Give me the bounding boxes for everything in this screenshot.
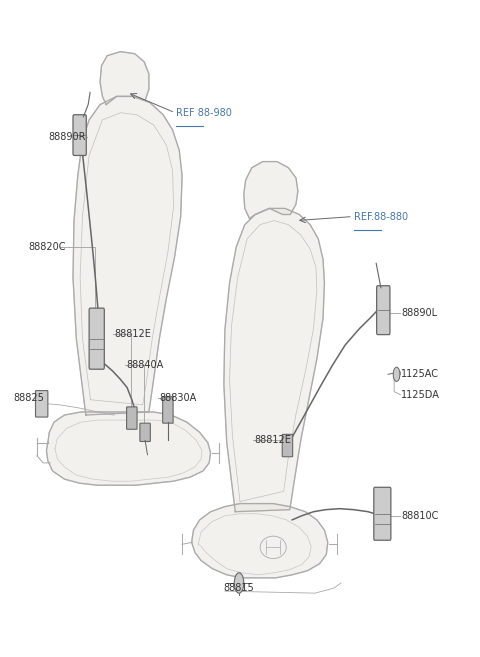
Polygon shape (244, 162, 298, 219)
Text: 88825: 88825 (13, 393, 44, 403)
Text: 1125AC: 1125AC (401, 369, 439, 379)
Circle shape (234, 573, 244, 593)
Text: 1125DA: 1125DA (401, 390, 440, 399)
FancyBboxPatch shape (163, 397, 173, 423)
Text: REF 88-980: REF 88-980 (176, 108, 232, 118)
Text: 88812E: 88812E (114, 328, 151, 338)
Circle shape (393, 367, 400, 382)
Text: 88820C: 88820C (29, 242, 66, 252)
FancyBboxPatch shape (282, 434, 293, 457)
Polygon shape (73, 97, 182, 415)
FancyBboxPatch shape (140, 423, 150, 442)
Polygon shape (192, 503, 328, 578)
Text: 88815: 88815 (224, 583, 254, 593)
Polygon shape (224, 208, 324, 512)
Text: 88890L: 88890L (401, 308, 437, 318)
Text: 88830A: 88830A (159, 393, 197, 403)
FancyBboxPatch shape (127, 407, 137, 429)
Text: 88812E: 88812E (254, 436, 291, 445)
Text: 88810C: 88810C (401, 510, 439, 521)
FancyBboxPatch shape (377, 286, 390, 334)
FancyBboxPatch shape (36, 391, 48, 417)
Text: REF.88-880: REF.88-880 (354, 212, 408, 221)
FancyBboxPatch shape (73, 115, 86, 156)
Text: 88840A: 88840A (126, 360, 163, 370)
Text: 88890R: 88890R (48, 132, 86, 142)
Polygon shape (47, 412, 211, 486)
FancyBboxPatch shape (89, 308, 104, 369)
FancyBboxPatch shape (374, 487, 391, 540)
Polygon shape (100, 52, 149, 104)
